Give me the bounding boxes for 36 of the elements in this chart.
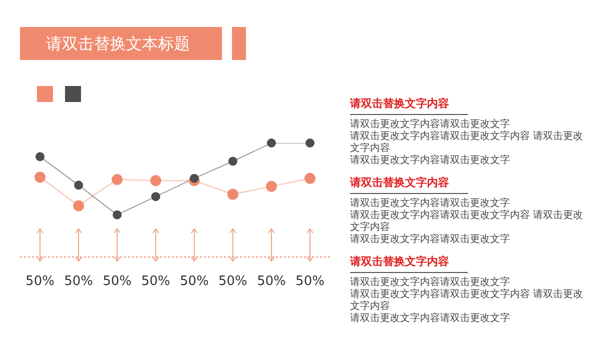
point <box>36 152 44 162</box>
point <box>190 174 199 183</box>
text: 请双击替换文字内容 <box>350 96 468 115</box>
text: 请双击更改文字内容请双击更改文字 <box>350 277 511 288</box>
text: 请双击更改文字内容请双击更改文字 <box>350 234 511 246</box>
point <box>73 200 84 212</box>
point <box>227 188 238 200</box>
text: 请双击更改文字内容请双击更改文字内容 请双击更改文字内容 <box>350 210 584 234</box>
x-tick-label: 50% <box>218 274 248 289</box>
point <box>228 156 238 166</box>
x-tick-label: 50% <box>180 274 209 289</box>
x-tick-label: 50% <box>296 274 324 289</box>
point <box>34 172 46 183</box>
point <box>304 172 316 184</box>
point <box>266 138 276 148</box>
text: 请双击更改文字内容请双击更改文字 <box>350 313 511 325</box>
text: 请双击更改文字内容请双击更改文字 <box>350 155 511 167</box>
point <box>266 180 277 192</box>
point <box>151 192 160 202</box>
x-tick-label: 50% <box>102 274 132 289</box>
chart-title: 请双击替换文本标题 <box>20 27 222 60</box>
x-tick-label: 50% <box>141 274 170 289</box>
text: 请双击更改文字内容请双击更改文字 <box>350 119 511 130</box>
x-tick-label: 50% <box>256 274 286 289</box>
text: 请双击更改文字内容请双击更改文字内容 请双击更改文字内容 <box>350 289 584 312</box>
point <box>112 174 123 185</box>
text: 请双击替换文字内容 <box>350 254 468 273</box>
x-tick-label: 50% <box>26 274 54 289</box>
point <box>306 138 314 148</box>
x-tick-label: 50% <box>64 274 94 289</box>
point <box>74 180 84 190</box>
text: 请双击更改文字内容请双击更改文字内容 请双击更改文字内容 <box>350 131 584 154</box>
point <box>112 210 122 220</box>
text: 请双击更改文字内容请双击更改文字 <box>350 198 511 210</box>
text: 请双击替换文字内容 <box>350 175 468 194</box>
point <box>150 175 162 186</box>
